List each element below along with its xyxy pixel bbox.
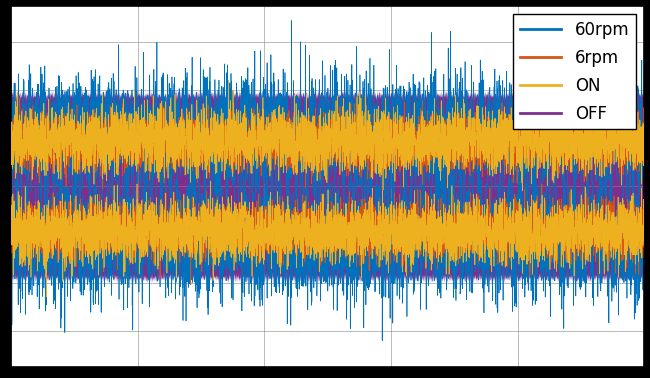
Legend: 60rpm, 6rpm, ON, OFF: 60rpm, 6rpm, ON, OFF — [513, 14, 636, 129]
